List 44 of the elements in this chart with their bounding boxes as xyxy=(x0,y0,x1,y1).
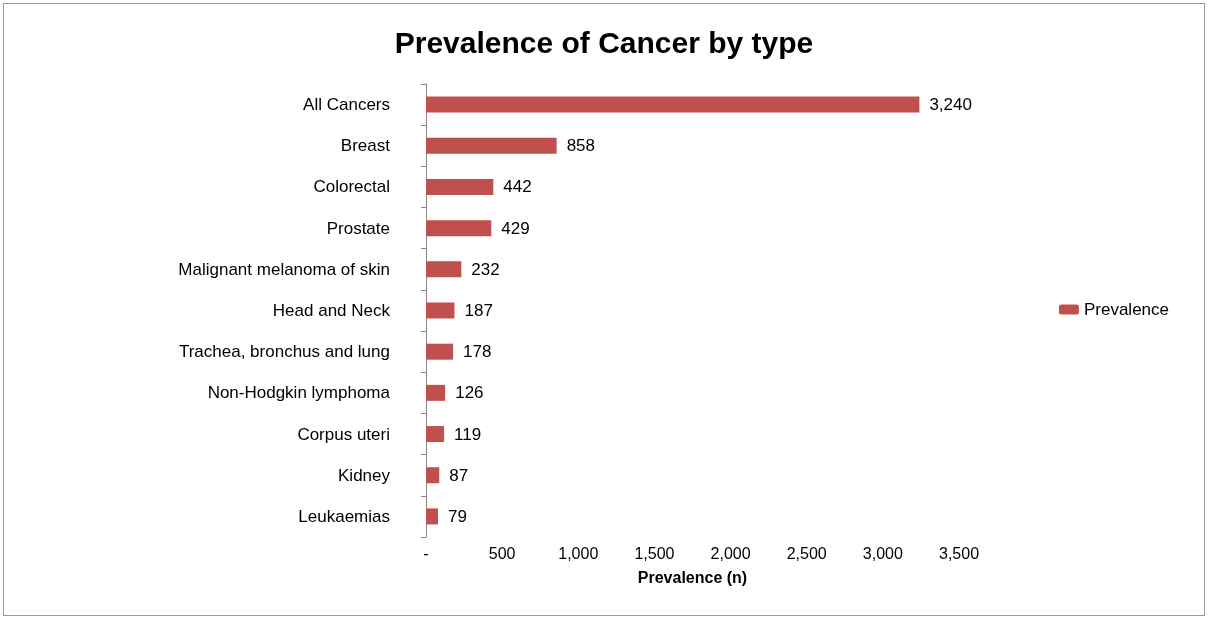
y-tick-label: Non-Hodgkin lymphoma xyxy=(207,383,391,403)
x-tick-label: 1,000 xyxy=(558,544,599,562)
x-tick-label: 3,500 xyxy=(938,544,980,562)
y-tick-label: Kidney xyxy=(338,465,391,485)
x-tick-label: 1,500 xyxy=(634,544,675,562)
data-label: 442 xyxy=(503,177,532,197)
bar xyxy=(426,96,920,113)
x-tick-label: 2,000 xyxy=(710,544,751,562)
y-tick-label: Prostate xyxy=(326,218,390,238)
y-tick-label: Head and Neck xyxy=(272,301,391,320)
data-label: 87 xyxy=(449,465,469,485)
bar xyxy=(426,302,455,319)
chart-title: Prevalence of Cancer by type xyxy=(394,25,814,59)
data-label: 178 xyxy=(463,342,492,362)
data-label: 79 xyxy=(448,506,467,526)
bar xyxy=(426,261,462,278)
data-label: 126 xyxy=(455,383,484,403)
y-tick-label: Colorectal xyxy=(313,177,390,197)
data-label: 187 xyxy=(464,301,493,320)
data-label: 232 xyxy=(471,259,500,279)
y-tick-label: Malignant melanoma of skin xyxy=(178,259,390,279)
legend-label: Prevalence xyxy=(1083,300,1170,319)
y-tick-label: Leukaemias xyxy=(298,506,390,526)
bar xyxy=(426,343,454,360)
data-label: 858 xyxy=(566,136,596,156)
x-axis-title: Prevalence (n) xyxy=(637,568,748,586)
bar xyxy=(426,220,492,237)
bar xyxy=(426,384,446,401)
data-label: 429 xyxy=(501,218,530,238)
bar xyxy=(426,426,445,443)
data-label: 3,240 xyxy=(929,95,972,115)
y-tick-label: Breast xyxy=(340,136,391,156)
x-tick-label: 500 xyxy=(488,544,516,562)
y-tick-label: All Cancers xyxy=(303,95,390,115)
y-tick-label: Corpus uteri xyxy=(297,424,390,444)
x-tick-label: 2,500 xyxy=(786,544,827,562)
x-tick-label: - xyxy=(423,544,429,562)
bar xyxy=(426,467,440,484)
bar xyxy=(426,178,494,195)
bar xyxy=(426,508,439,525)
bar xyxy=(426,137,557,154)
y-tick-label: Trachea, bronchus and lung xyxy=(178,342,390,362)
x-tick-label: 3,000 xyxy=(862,544,903,562)
data-label: 119 xyxy=(454,424,482,444)
